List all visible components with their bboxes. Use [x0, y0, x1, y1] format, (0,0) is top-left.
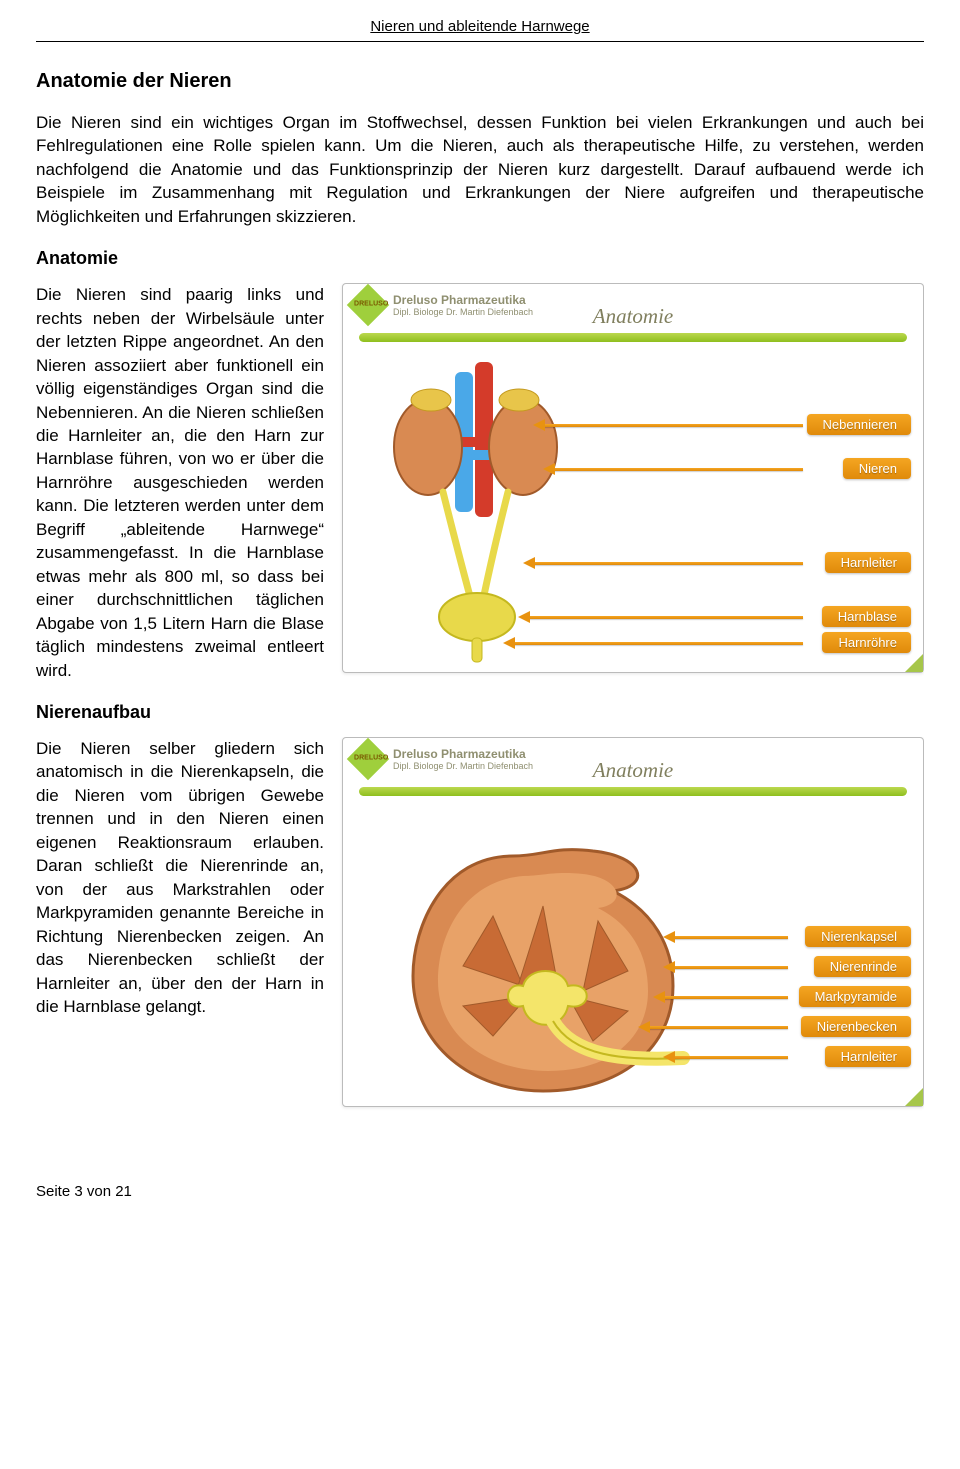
anatomy-label: Nebennieren: [807, 414, 911, 435]
anatomy-label: Harnblase: [822, 606, 911, 627]
anatomy-label: Nierenbecken: [801, 1016, 911, 1037]
brand-text: Dreluso Pharmazeutika Dipl. Biologe Dr. …: [393, 747, 533, 771]
corner-fold-icon: [905, 1088, 923, 1106]
anatomy-label: Nierenrinde: [814, 956, 911, 977]
figure-green-bar: [359, 787, 907, 796]
label-arrow: [533, 562, 803, 565]
anatomy-label: Nierenkapsel: [805, 926, 911, 947]
label-arrow: [673, 966, 788, 969]
label-arrow: [648, 1026, 788, 1029]
section-heading-nierenaufbau: Nierenaufbau: [36, 702, 924, 723]
anatomy-label: Harnleiter: [825, 552, 911, 573]
anatomy-label: Markpyramide: [799, 986, 911, 1007]
anatomy-label: Harnröhre: [822, 632, 911, 653]
nierenaufbau-block: DRELUSO Dreluso Pharmazeutika Dipl. Biol…: [36, 737, 924, 1113]
anatomy-label: Harnleiter: [825, 1046, 911, 1067]
label-arrow: [543, 424, 803, 427]
page-title: Anatomie der Nieren: [36, 70, 924, 93]
label-arrow: [663, 996, 788, 999]
urinary-system-illustration: [343, 342, 603, 672]
corner-fold-icon: [905, 654, 923, 672]
label-arrow: [553, 468, 803, 471]
figure-green-bar: [359, 333, 907, 342]
figure-kidney-structure: DRELUSO Dreluso Pharmazeutika Dipl. Biol…: [342, 737, 924, 1107]
brand-text: Dreluso Pharmazeutika Dipl. Biologe Dr. …: [393, 293, 533, 317]
brand-line2: Dipl. Biologe Dr. Martin Diefenbach: [393, 307, 533, 317]
brand-line1: Dreluso Pharmazeutika: [393, 293, 533, 307]
figure-anatomie-overview: DRELUSO Dreluso Pharmazeutika Dipl. Biol…: [342, 283, 924, 673]
brand-line1: Dreluso Pharmazeutika: [393, 747, 533, 761]
label-arrow: [513, 642, 803, 645]
section-heading-anatomie: Anatomie: [36, 248, 924, 269]
header-rule: [36, 41, 924, 42]
figure2-body: Nierenkapsel Nierenrinde Markpyramide Niere…: [343, 796, 923, 1106]
page-footer: Seite 3 von 21: [36, 1183, 924, 1200]
figure1-body: Nebennieren Nieren Harnleiter Harnblase Harn…: [343, 342, 923, 672]
anatomie-block: DRELUSO Dreluso Pharmazeutika Dipl. Biol…: [36, 283, 924, 682]
brand-line2: Dipl. Biologe Dr. Martin Diefenbach: [393, 761, 533, 771]
intro-paragraph: Die Nieren sind ein wichtiges Organ im S…: [36, 111, 924, 228]
label-arrow: [528, 616, 803, 619]
anatomy-label: Nieren: [843, 458, 911, 479]
running-header: Nieren und ableitende Harnwege: [36, 18, 924, 35]
label-arrow: [673, 936, 788, 939]
document-page: Nieren und ableitende Harnwege Anatomie …: [0, 0, 960, 1240]
label-arrow: [673, 1056, 788, 1059]
